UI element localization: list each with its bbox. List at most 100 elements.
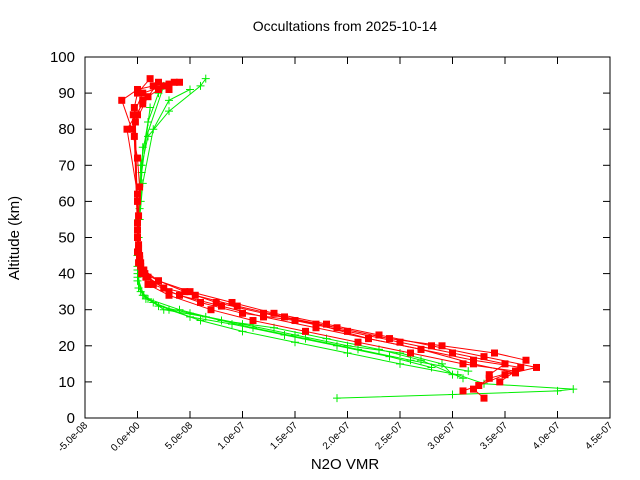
data-point-plus bbox=[301, 334, 310, 343]
y-tick-label: 50 bbox=[58, 230, 75, 247]
data-point-plus bbox=[343, 349, 352, 358]
data-point-square bbox=[146, 75, 154, 83]
series-line bbox=[137, 78, 574, 399]
data-point-square bbox=[134, 154, 141, 162]
data-point-plus bbox=[553, 386, 562, 395]
data-point-square bbox=[449, 349, 456, 357]
x-tick-label: 4.0e-07 bbox=[531, 420, 563, 452]
series-line bbox=[136, 85, 432, 368]
data-point-plus bbox=[448, 390, 457, 399]
data-point-square bbox=[239, 309, 246, 317]
data-point-square bbox=[270, 309, 278, 317]
data-point-square bbox=[260, 309, 267, 317]
data-point-plus bbox=[406, 356, 415, 365]
data-point-square bbox=[480, 394, 488, 402]
data-point-plus bbox=[186, 85, 194, 94]
data-point-plus bbox=[165, 96, 173, 105]
data-point-square bbox=[281, 313, 288, 321]
x-tick-label: 2.0e-07 bbox=[321, 420, 353, 452]
data-point-square bbox=[131, 118, 139, 126]
data-point-square bbox=[475, 382, 483, 390]
y-tick-label: 30 bbox=[58, 302, 75, 319]
data-point-square bbox=[144, 280, 152, 288]
data-point-square bbox=[260, 313, 267, 321]
data-point-square bbox=[136, 183, 144, 191]
data-point-square bbox=[134, 89, 141, 97]
plot-frame bbox=[84, 56, 611, 419]
data-point-square bbox=[386, 335, 393, 343]
data-point-square bbox=[118, 96, 126, 104]
data-point-square bbox=[135, 248, 143, 256]
data-point-square bbox=[137, 262, 145, 270]
y-tick-label: 0 bbox=[67, 410, 75, 427]
data-point-square bbox=[496, 378, 504, 386]
data-point-plus bbox=[459, 374, 467, 383]
x-tick-label: 2.5e-07 bbox=[373, 420, 405, 452]
data-point-square bbox=[228, 298, 236, 306]
data-point-square bbox=[134, 234, 141, 241]
data-point-square bbox=[344, 327, 351, 335]
data-point-plus bbox=[228, 320, 236, 329]
data-point-square bbox=[181, 288, 189, 296]
data-point-square bbox=[459, 387, 467, 395]
data-point-square bbox=[501, 360, 509, 368]
data-point-square bbox=[407, 349, 414, 357]
data-point-square bbox=[165, 85, 173, 93]
y-tick-label: 40 bbox=[58, 266, 75, 283]
data-point-square bbox=[375, 331, 383, 339]
data-point-square bbox=[218, 302, 225, 310]
data-point-square bbox=[149, 82, 157, 90]
data-point-plus bbox=[196, 81, 205, 90]
data-point-square bbox=[197, 298, 204, 306]
data-point-square bbox=[491, 349, 498, 357]
data-point-square bbox=[134, 111, 141, 119]
data-point-plus bbox=[464, 367, 473, 376]
data-point-square bbox=[428, 342, 435, 350]
data-point-plus bbox=[146, 103, 155, 112]
data-point-square bbox=[302, 327, 309, 335]
series-line bbox=[131, 81, 516, 399]
data-point-square bbox=[333, 324, 341, 332]
data-point-square bbox=[354, 338, 362, 346]
data-point-square bbox=[136, 255, 144, 263]
data-point-square bbox=[480, 353, 488, 361]
data-point-square bbox=[142, 273, 150, 281]
y-axis-label: Altitude (km) bbox=[6, 196, 23, 280]
x-tick-label: 3.5e-07 bbox=[478, 420, 510, 452]
x-tick-label: 4.5e-07 bbox=[583, 420, 615, 452]
data-point-plus bbox=[396, 359, 404, 368]
data-point-square bbox=[212, 298, 220, 306]
data-point-square bbox=[485, 371, 493, 379]
data-point-square bbox=[485, 374, 493, 382]
data-point-plus bbox=[133, 273, 142, 282]
series-line bbox=[132, 85, 523, 383]
x-axis-label: N2O VMR bbox=[311, 456, 380, 473]
data-point-square bbox=[160, 284, 168, 292]
series-line bbox=[136, 107, 469, 372]
data-point-plus bbox=[333, 394, 341, 403]
y-tick-label: 10 bbox=[58, 374, 75, 391]
y-tick-label: 60 bbox=[58, 193, 75, 210]
data-point-square bbox=[365, 335, 372, 343]
data-point-square bbox=[129, 111, 137, 119]
data-point-square bbox=[323, 320, 330, 328]
data-point-square bbox=[533, 363, 540, 371]
data-point-square bbox=[417, 345, 425, 353]
data-point-plus bbox=[417, 356, 425, 365]
x-tick-label: 1.0e-07 bbox=[216, 420, 248, 452]
data-point-square bbox=[312, 324, 320, 332]
data-point-square bbox=[155, 277, 162, 285]
data-point-plus bbox=[201, 74, 210, 83]
series-line bbox=[121, 81, 537, 392]
data-point-plus bbox=[159, 305, 168, 314]
y-tick-label: 90 bbox=[58, 85, 75, 102]
x-tick-label: 3.0e-07 bbox=[426, 420, 458, 452]
data-point-square bbox=[517, 363, 525, 371]
data-point-square bbox=[207, 306, 215, 314]
data-point-square bbox=[134, 190, 141, 198]
plot-area bbox=[118, 74, 578, 403]
data-point-square bbox=[438, 342, 446, 350]
data-point-plus bbox=[427, 363, 436, 372]
data-point-square bbox=[186, 288, 194, 296]
